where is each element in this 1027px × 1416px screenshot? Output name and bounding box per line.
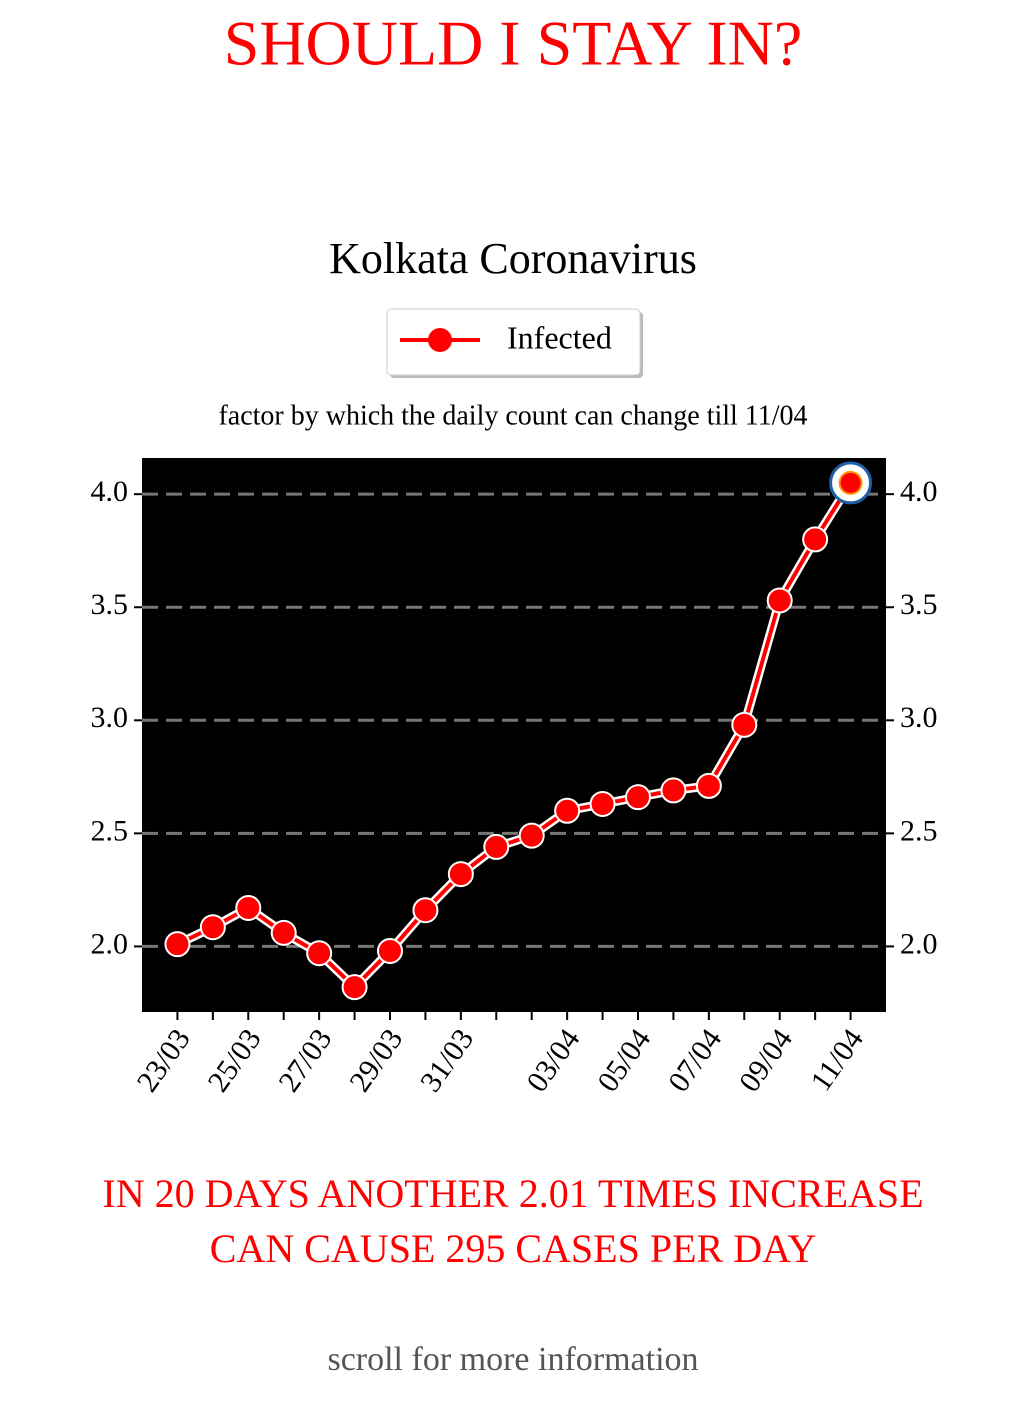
data-point (199, 914, 226, 941)
x-tick-label: 29/03 (343, 1023, 409, 1098)
data-point (695, 772, 722, 799)
data-point (377, 937, 403, 964)
data-point (518, 822, 545, 849)
plot-area (142, 458, 886, 1012)
data-point (270, 919, 297, 946)
data-point (802, 526, 829, 553)
y2-tick-label: 3.0 (900, 701, 938, 734)
y-tick-label: 4.0 (91, 475, 129, 508)
legend-box (386, 308, 641, 376)
x-tick-label: 09/04 (733, 1023, 799, 1098)
x-tick-label: 05/04 (591, 1023, 657, 1098)
data-point (235, 894, 262, 921)
y2-tick-label: 2.0 (900, 927, 938, 960)
data-point (766, 587, 793, 614)
data-point (483, 833, 510, 860)
y-tick-label: 3.5 (91, 588, 129, 621)
footer-line: IN 20 DAYS ANOTHER 2.01 TIMES INCREASE (102, 1171, 923, 1216)
y2-tick-label: 3.5 (900, 588, 938, 621)
x-tick-label: 31/03 (414, 1023, 480, 1098)
data-point (341, 974, 368, 1001)
data-point (447, 861, 474, 888)
data-point (164, 931, 191, 958)
data-point (660, 777, 687, 804)
x-tick-label: 03/04 (520, 1023, 586, 1098)
scroll-hint: scroll for more information (327, 1341, 698, 1378)
y-tick-label: 2.5 (91, 814, 129, 847)
page-title: SHOULD I STAY IN? (224, 8, 803, 79)
y-tick-label: 2.0 (91, 927, 129, 960)
data-point (838, 470, 863, 495)
x-tick-label: 23/03 (131, 1023, 197, 1098)
data-point (625, 784, 651, 811)
data-point (731, 711, 758, 738)
data-point (554, 797, 581, 824)
data-point (306, 940, 333, 967)
y2-tick-label: 4.0 (900, 475, 938, 508)
subtitle: factor by which the daily count can chan… (218, 400, 807, 431)
data-point (589, 790, 616, 817)
y2-tick-label: 2.5 (900, 814, 938, 847)
legend-marker (428, 328, 452, 352)
data-point (412, 897, 439, 924)
y-tick-label: 3.0 (91, 701, 129, 734)
chart-title: Kolkata Coronavirus (329, 234, 697, 283)
x-tick-label: 27/03 (272, 1023, 338, 1098)
x-tick-label: 07/04 (662, 1023, 728, 1098)
legend-label: Infected (507, 319, 612, 355)
x-tick-label: 25/03 (201, 1023, 267, 1098)
footer-line: CAN CAUSE 295 CASES PER DAY (210, 1226, 816, 1271)
x-tick-label: 11/04 (804, 1023, 870, 1097)
